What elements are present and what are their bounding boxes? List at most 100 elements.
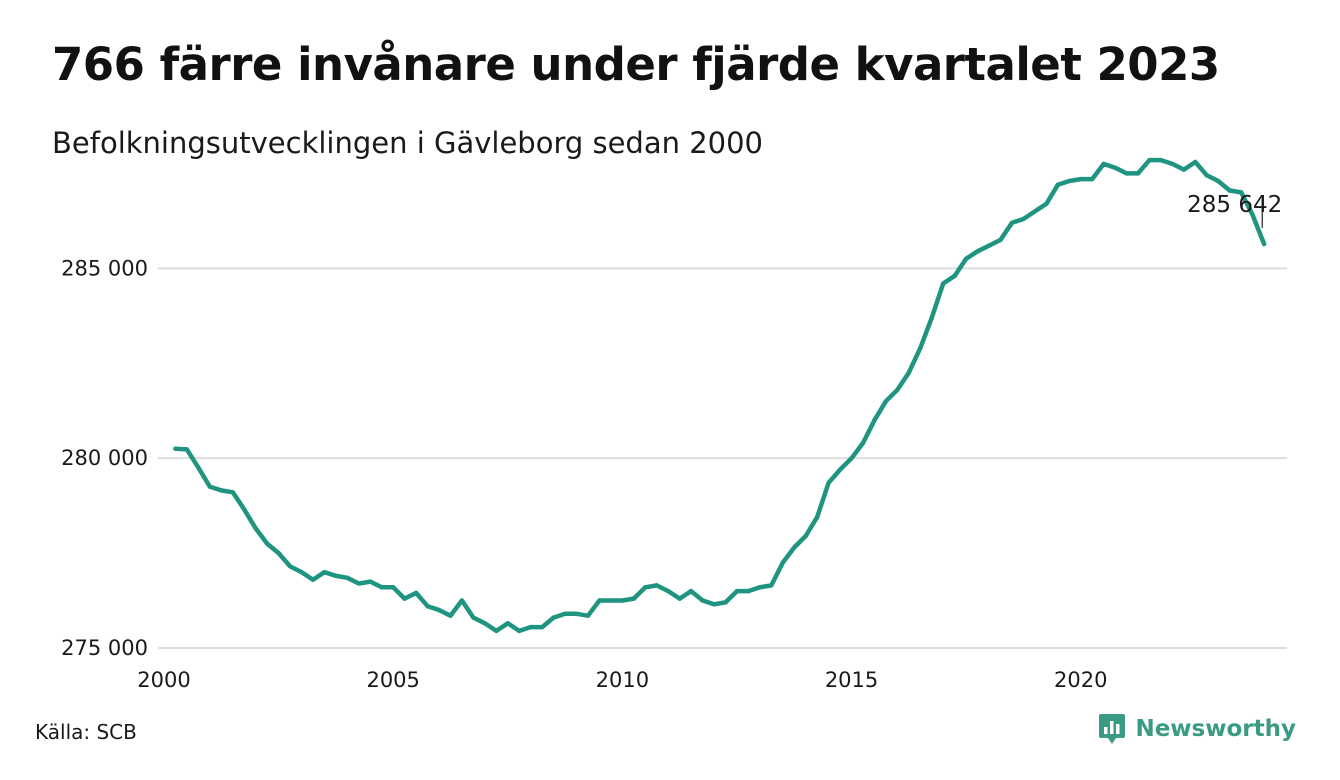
data-point [402, 596, 407, 601]
data-point [196, 465, 201, 470]
data-point [837, 467, 843, 472]
data-point [654, 583, 659, 588]
x-tick-label: 2020 [1054, 668, 1107, 692]
series-line [173, 157, 1267, 634]
data-point [1193, 159, 1198, 165]
data-point [379, 585, 384, 590]
data-point [1089, 176, 1095, 182]
data-point [173, 446, 178, 451]
data-point [963, 256, 969, 262]
brand-name: Newsworthy [1135, 716, 1296, 742]
data-point [494, 628, 499, 634]
data-point [883, 399, 889, 404]
x-tick-label: 2000 [137, 668, 190, 692]
data-point [219, 488, 224, 493]
data-point [918, 345, 923, 351]
data-point [1238, 190, 1244, 195]
data-point [643, 585, 648, 590]
data-point [425, 604, 430, 609]
data-point [230, 490, 235, 495]
data-point [769, 583, 774, 588]
data-point [1032, 209, 1038, 214]
data-point [1044, 201, 1049, 206]
data-point [780, 560, 785, 565]
data-point [345, 575, 350, 580]
data-point [814, 514, 820, 520]
data-point [746, 588, 751, 594]
data-point [895, 387, 900, 393]
data-point [1158, 157, 1164, 163]
y-tick-label: 280 000 [61, 446, 148, 470]
data-point [1147, 157, 1152, 163]
data-point [562, 611, 568, 617]
data-point [1055, 182, 1061, 188]
data-point [413, 590, 419, 596]
data-point [860, 440, 866, 446]
annotation-label: 285 642 [1187, 192, 1282, 218]
data-point [1067, 178, 1072, 184]
data-point [585, 613, 591, 618]
data-point [734, 588, 740, 594]
data-point [666, 588, 671, 594]
x-tick-label: 2005 [366, 668, 419, 692]
data-point [941, 281, 946, 286]
data-point [574, 611, 579, 617]
data-point [1204, 173, 1209, 178]
data-point [459, 598, 465, 603]
data-point [1227, 188, 1232, 193]
data-point [448, 613, 453, 618]
data-point [757, 585, 763, 590]
data-point [207, 484, 213, 489]
data-point [482, 621, 488, 626]
data-point [688, 588, 694, 594]
x-tick-label: 2015 [825, 668, 878, 692]
data-point [276, 550, 281, 556]
data-point [711, 602, 717, 607]
data-points [173, 157, 1267, 634]
data-point [333, 573, 339, 579]
y-tick-label: 285 000 [61, 256, 148, 280]
data-point [620, 598, 625, 603]
data-point [436, 607, 442, 613]
y-tick-label: 275 000 [61, 636, 148, 660]
data-point [551, 615, 556, 620]
data-point [505, 621, 510, 626]
source-note: Källa: SCB [35, 720, 137, 744]
data-point [539, 624, 545, 630]
data-point [471, 615, 476, 620]
data-point [264, 541, 270, 546]
data-point [608, 598, 614, 603]
data-point [1009, 220, 1015, 225]
data-point [803, 533, 808, 539]
data-point [1170, 161, 1175, 167]
data-point [1112, 165, 1118, 170]
data-point [1261, 241, 1267, 247]
data-point [528, 624, 533, 630]
data-point [356, 581, 362, 586]
data-point [322, 569, 327, 575]
y-axis: 275 000 280 000 285 000 [61, 256, 148, 660]
data-point [517, 628, 522, 634]
data-point [631, 596, 637, 601]
data-point [310, 577, 316, 582]
data-point [184, 447, 190, 452]
data-point [677, 596, 682, 601]
data-point [1078, 176, 1083, 182]
data-point [1101, 161, 1106, 167]
chart-title: 766 färre invånare under fjärde kvartale… [52, 38, 1220, 91]
data-point [1250, 212, 1255, 218]
data-point [975, 249, 980, 254]
gridlines [158, 267, 1287, 649]
data-point [929, 315, 934, 320]
x-tick-label: 2010 [596, 668, 649, 692]
data-point [390, 585, 396, 590]
data-point [242, 507, 247, 512]
annotation: 285 642 [1187, 192, 1282, 228]
data-point [1216, 178, 1221, 184]
data-point [597, 598, 602, 603]
data-point [287, 564, 293, 569]
data-point [1181, 167, 1187, 172]
data-point [906, 370, 912, 375]
brand-logo[interactable]: Newsworthy [1097, 712, 1296, 746]
